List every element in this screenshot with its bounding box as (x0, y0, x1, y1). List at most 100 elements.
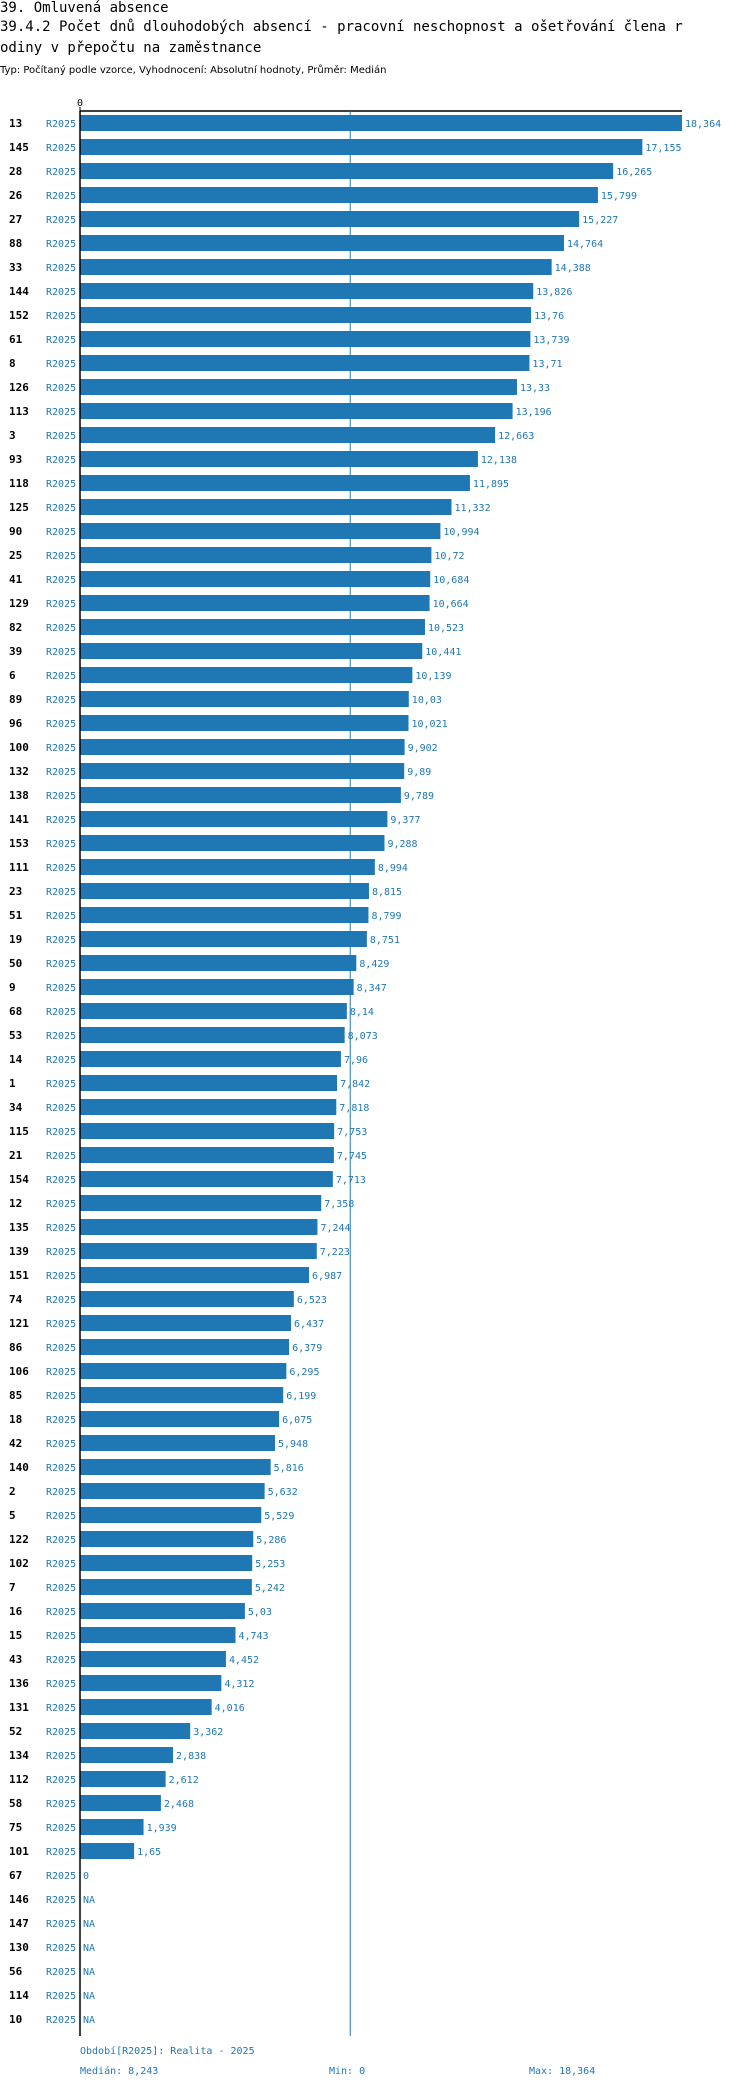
bar-value-label: 5,242 (255, 1583, 285, 1594)
row-series-label: R2025 (46, 1199, 76, 1210)
row-series-label: R2025 (46, 1847, 76, 1858)
row-id-label: 6 (9, 669, 16, 682)
row-series-label: R2025 (46, 1631, 76, 1642)
bar-value-label: 10,664 (433, 599, 469, 610)
bar (80, 355, 530, 371)
bar (80, 139, 643, 155)
bar (80, 1483, 265, 1499)
bar-value-label: 6,437 (294, 1319, 324, 1330)
row-id-label: 100 (9, 741, 29, 754)
row-series-label: R2025 (46, 623, 76, 634)
row-id-label: 52 (9, 1725, 22, 1738)
row-series-label: R2025 (46, 1919, 76, 1930)
bar (80, 1171, 333, 1187)
bar-value-label: 13,76 (534, 311, 564, 322)
row-id-label: 145 (9, 141, 29, 154)
row-id-label: 139 (9, 1245, 29, 1258)
row-id-label: 88 (9, 237, 22, 250)
row-series-label: R2025 (46, 1271, 76, 1282)
row-id-label: 101 (9, 1845, 29, 1858)
bar (80, 1651, 226, 1667)
bar-value-label: 2,838 (176, 1751, 206, 1762)
bar (80, 163, 614, 179)
bar-value-label: 3,362 (193, 1727, 223, 1738)
row-series-label: R2025 (46, 1799, 76, 1810)
row-id-label: 113 (9, 405, 29, 418)
bar-value-label: 4,452 (229, 1655, 259, 1666)
bar-value-label: 18,364 (685, 119, 721, 130)
bar (80, 1291, 294, 1307)
bar-value-label: 13,739 (533, 335, 569, 346)
bar-value-label: 7,753 (337, 1127, 367, 1138)
bar (80, 259, 552, 275)
row-series-label: R2025 (46, 1895, 76, 1906)
bar (80, 571, 431, 587)
row-series-label: R2025 (46, 671, 76, 682)
bar (80, 1531, 254, 1547)
row-series-label: R2025 (46, 887, 76, 898)
row-id-label: 53 (9, 1029, 22, 1042)
row-series-label: R2025 (46, 647, 76, 658)
bar-value-label: NA (83, 1919, 95, 1930)
row-id-label: 33 (9, 261, 22, 274)
bar (80, 451, 478, 467)
row-series-label: R2025 (46, 359, 76, 370)
row-series-label: R2025 (46, 1991, 76, 2002)
bar-value-label: 4,016 (215, 1703, 245, 1714)
bar (80, 691, 409, 707)
bar (80, 1243, 317, 1259)
row-id-label: 15 (9, 1629, 22, 1642)
bar (80, 787, 401, 803)
bar (80, 1795, 161, 1811)
row-series-label: R2025 (46, 503, 76, 514)
row-series-label: R2025 (46, 1775, 76, 1786)
bar (80, 1339, 290, 1355)
bar-value-label: 6,075 (282, 1415, 312, 1426)
row-id-label: 147 (9, 1917, 29, 1930)
row-id-label: 1 (9, 1077, 16, 1090)
bar-value-label: 1,939 (147, 1823, 177, 1834)
bar-value-label: 2,468 (164, 1799, 194, 1810)
bar (80, 307, 532, 323)
bar (80, 547, 432, 563)
bar-value-label: 11,895 (473, 479, 509, 490)
row-id-label: 68 (9, 1005, 22, 1018)
row-series-label: R2025 (46, 1559, 76, 1570)
bar-value-label: 9,377 (390, 815, 420, 826)
row-id-label: 112 (9, 1773, 29, 1786)
row-series-label: R2025 (46, 1127, 76, 1138)
footer-min: Min: 0 (329, 2066, 366, 2077)
row-series-label: R2025 (46, 1511, 76, 1522)
bar-value-label: 15,799 (601, 191, 637, 202)
bar (80, 1051, 341, 1067)
bar-value-label: 15,227 (582, 215, 618, 226)
row-id-label: 2 (9, 1485, 16, 1498)
bar-value-label: 5,948 (278, 1439, 308, 1450)
bar (80, 1123, 335, 1139)
row-series-label: R2025 (46, 1463, 76, 1474)
bar (80, 1267, 310, 1283)
bar-value-label: NA (83, 1967, 95, 1978)
bar (80, 235, 564, 251)
row-series-label: R2025 (46, 1415, 76, 1426)
row-series-label: R2025 (46, 335, 76, 346)
row-series-label: R2025 (46, 383, 76, 394)
row-id-label: 39 (9, 645, 22, 658)
bar-value-label: 10,523 (428, 623, 464, 634)
row-id-label: 42 (9, 1437, 22, 1450)
row-series-label: R2025 (46, 1751, 76, 1762)
row-series-label: R2025 (46, 1487, 76, 1498)
bar (80, 1675, 222, 1691)
row-series-label: R2025 (46, 407, 76, 418)
bar-value-label: 4,743 (238, 1631, 268, 1642)
row-series-label: R2025 (46, 1703, 76, 1714)
row-series-label: R2025 (46, 983, 76, 994)
row-series-label: R2025 (46, 311, 76, 322)
bar (80, 403, 513, 419)
row-id-label: 82 (9, 621, 22, 634)
bar (80, 1219, 318, 1235)
row-series-label: R2025 (46, 1007, 76, 1018)
bar-value-label: 10,684 (433, 575, 469, 586)
bar-value-label: NA (83, 1991, 95, 2002)
bar-value-label: 8,751 (370, 935, 400, 946)
